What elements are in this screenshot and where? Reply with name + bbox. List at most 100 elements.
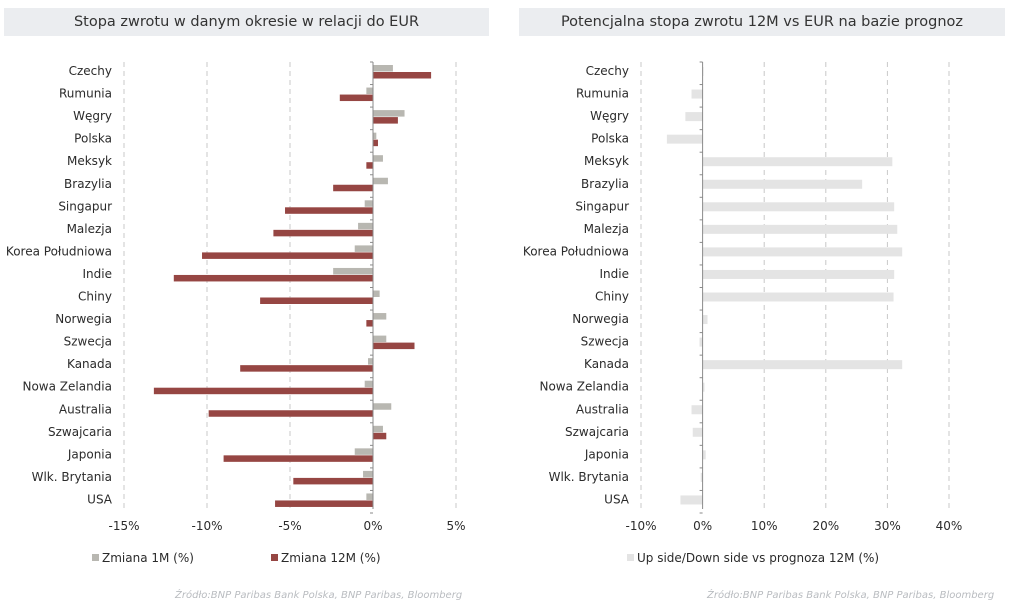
bar — [366, 493, 373, 500]
bar — [366, 162, 373, 169]
bar — [354, 448, 373, 455]
category-label: Malezja — [67, 222, 112, 236]
category-label: Wlk. Brytania — [549, 470, 629, 484]
category-label: Australia — [59, 402, 112, 416]
category-label: Japonia — [67, 447, 112, 461]
legend-label: Zmiana 1M (%) — [102, 551, 194, 565]
bar — [700, 472, 703, 482]
bar — [285, 207, 373, 214]
bar — [692, 427, 703, 437]
x-tick-label: -10% — [625, 519, 656, 533]
bar — [373, 139, 378, 147]
x-tick-label: -15% — [108, 519, 139, 533]
bar — [702, 382, 705, 392]
category-label: Brazylia — [64, 177, 112, 191]
bar — [275, 500, 373, 507]
category-label: Singapur — [575, 199, 629, 213]
bar — [240, 365, 373, 372]
bar — [702, 450, 706, 460]
bar — [173, 274, 373, 282]
bar — [702, 315, 708, 325]
bar — [702, 224, 898, 234]
bar — [223, 455, 373, 462]
x-tick-label: 10% — [751, 519, 778, 533]
bar — [354, 245, 373, 252]
x-tick-label: 30% — [874, 519, 901, 533]
category-label: Korea Południowa — [523, 244, 629, 258]
category-label: USA — [604, 492, 630, 506]
bar — [366, 320, 373, 327]
category-label: Czechy — [586, 64, 629, 78]
category-label: Chiny — [78, 290, 112, 304]
category-label: Polska — [591, 132, 629, 146]
bar — [680, 495, 703, 505]
x-tick-label: 0% — [693, 519, 712, 533]
legend-label: Up side/Down side vs prognoza 12M (%) — [637, 551, 879, 565]
x-tick-label: 40% — [936, 519, 963, 533]
category-label: Węgry — [73, 109, 112, 123]
bar — [363, 470, 373, 478]
category-label: Nowa Zelandia — [22, 380, 112, 394]
category-label: Polska — [74, 132, 112, 146]
bar — [373, 290, 380, 297]
bar — [333, 267, 373, 275]
bar — [260, 297, 373, 304]
bar — [208, 410, 373, 417]
category-label: Szwajcaria — [565, 425, 629, 439]
category-label: Japonia — [584, 447, 629, 461]
category-label: Australia — [576, 402, 629, 416]
legend-swatch — [271, 554, 278, 561]
bar — [373, 432, 387, 440]
legend-swatch — [92, 554, 99, 561]
bar — [202, 252, 373, 259]
category-label: Malezja — [584, 222, 629, 236]
bar — [364, 200, 373, 207]
bar — [333, 184, 373, 192]
category-label: Rumunia — [576, 87, 629, 101]
x-tick-label: -10% — [191, 519, 222, 533]
category-label: Korea Południowa — [6, 244, 112, 258]
bar — [373, 155, 383, 162]
category-label: Czechy — [69, 64, 112, 78]
bar — [699, 337, 703, 347]
bar — [273, 229, 373, 237]
bar — [364, 380, 373, 388]
bar — [373, 342, 415, 350]
bar — [666, 134, 703, 144]
legend-label: Zmiana 12M (%) — [281, 551, 381, 565]
x-tick-label: 0% — [363, 519, 382, 533]
x-tick-label: 5% — [446, 519, 465, 533]
right-chart-title: Potencjalna stopa zwrotu 12M vs EUR na b… — [519, 8, 1005, 36]
bar — [373, 313, 387, 320]
bar — [702, 269, 895, 279]
bar — [373, 403, 392, 410]
bar — [339, 94, 373, 102]
x-tick-label: 20% — [812, 519, 839, 533]
bar — [691, 89, 703, 99]
bar — [366, 87, 373, 95]
category-label: Norwegia — [55, 312, 112, 326]
category-label: Meksyk — [67, 154, 112, 168]
bar — [373, 110, 405, 117]
category-label: Norwegia — [572, 312, 629, 326]
category-label: Węgry — [590, 109, 629, 123]
category-label: Kanada — [67, 357, 112, 371]
bar — [373, 177, 388, 185]
source-note-right: Źródło:BNP Paribas Bank Polska, BNP Pari… — [707, 590, 995, 601]
category-label: Indie — [600, 267, 629, 281]
bar — [685, 112, 703, 122]
bar — [373, 117, 398, 124]
bar — [373, 335, 387, 343]
bar — [373, 65, 393, 72]
category-label: Singapur — [58, 199, 112, 213]
category-label: Chiny — [595, 290, 629, 304]
x-tick-label: -5% — [278, 519, 301, 533]
bar — [373, 72, 432, 79]
category-label: Brazylia — [581, 177, 629, 191]
legend-swatch — [627, 554, 634, 561]
left-chart-title: Stopa zwrotu w danym okresie w relacji d… — [4, 8, 489, 36]
bar — [293, 477, 373, 485]
category-label: Nowa Zelandia — [539, 380, 629, 394]
bar — [153, 387, 373, 395]
